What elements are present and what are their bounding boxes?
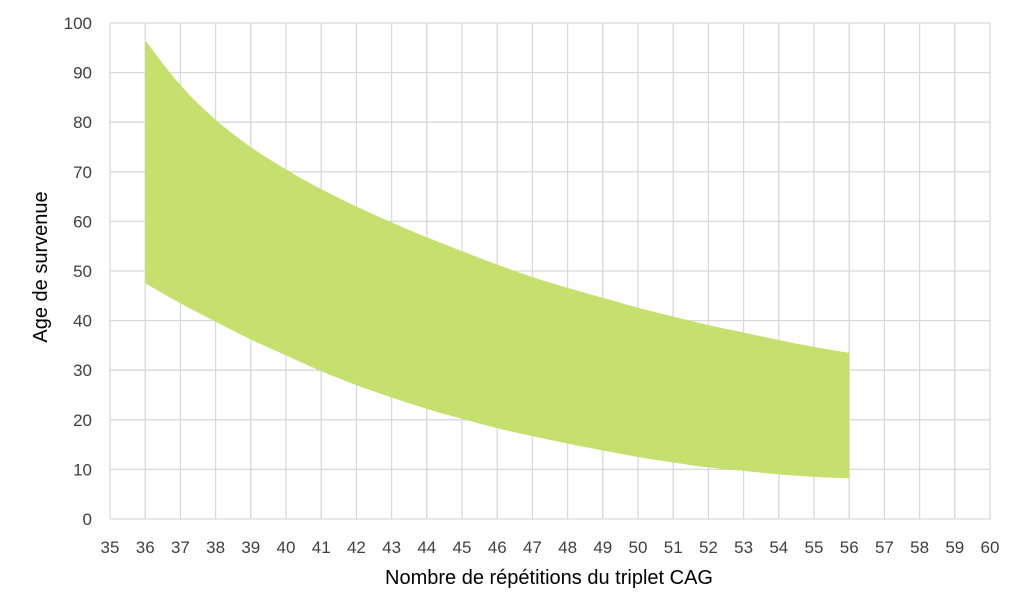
x-tick-label-59: 59 [945,538,964,557]
x-tick-label-49: 49 [593,538,612,557]
x-tick-label-45: 45 [453,538,472,557]
y-tick-label-60: 60 [73,212,92,231]
x-tick-label-41: 41 [312,538,331,557]
x-tick-label-58: 58 [910,538,929,557]
x-tick-label-37: 37 [171,538,190,557]
y-tick-label-90: 90 [73,64,92,83]
x-tick-label-50: 50 [629,538,648,557]
x-tick-label-35: 35 [101,538,120,557]
y-tick-label-70: 70 [73,163,92,182]
x-tick-label-38: 38 [206,538,225,557]
y-tick-label-80: 80 [73,113,92,132]
y-tick-label-0: 0 [83,510,92,529]
y-tick-label-40: 40 [73,312,92,331]
y-tick-label-100: 100 [64,14,92,33]
x-tick-label-56: 56 [840,538,859,557]
y-tick-label-50: 50 [73,262,92,281]
x-tick-label-40: 40 [277,538,296,557]
x-tick-label-47: 47 [523,538,542,557]
y-tick-label-30: 30 [73,361,92,380]
y-tick-label-10: 10 [73,460,92,479]
x-tick-label-51: 51 [664,538,683,557]
age-band-area-0 [145,40,850,479]
x-tick-label-44: 44 [417,538,436,557]
x-tick-label-36: 36 [136,538,155,557]
x-tick-labels: 35 36 37 38 39 40 41 42 43 44 45 46 47 48 49 50 51 52 53 54… [101,538,1000,557]
band-layer [145,40,850,479]
x-tick-label-42: 42 [347,538,366,557]
x-tick-label-60: 60 [981,538,1000,557]
x-tick-label-55: 55 [805,538,824,557]
x-tick-label-53: 53 [734,538,753,557]
x-tick-label-54: 54 [769,538,788,557]
y-tick-labels: 0 10 20 30 40 50 60 70 80 90 100 [64,14,92,529]
y-axis-label: Age de survenue [30,191,52,342]
x-tick-label-39: 39 [241,538,260,557]
x-tick-label-46: 46 [488,538,507,557]
x-tick-label-43: 43 [382,538,401,557]
x-tick-label-52: 52 [699,538,718,557]
x-axis-label: Nombre de répétitions du triplet CAG [385,567,713,589]
x-tick-label-48: 48 [558,538,577,557]
y-tick-label-20: 20 [73,411,92,430]
x-tick-label-57: 57 [875,538,894,557]
